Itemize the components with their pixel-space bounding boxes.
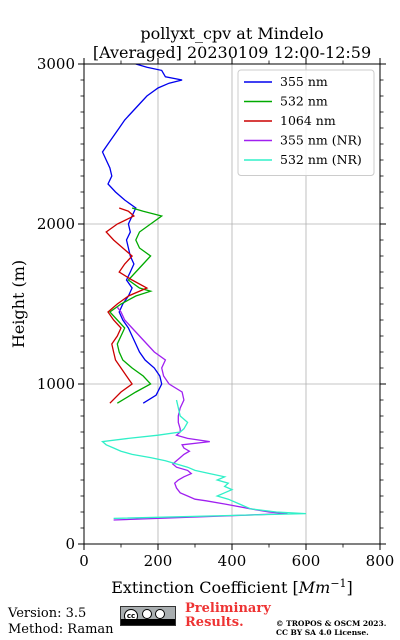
series-line-2 [105,207,149,404]
series-line-1 [108,207,164,404]
chart-subtitle: [Averaged] 20230109 12:00-12:59 [93,43,371,62]
x-axis-label: Extinction Coefficient [Mm−1] [111,577,353,597]
copyright-line-1: © TROPOS & OSCM 2023. [276,619,387,628]
legend-label-2: 1064 nm [280,113,336,128]
sa-icon [155,609,165,619]
preliminary-line-1: Preliminary [185,601,271,616]
cc-license-badge: cc [120,606,176,626]
method-label: Method: Raman [8,622,114,637]
preliminary-notice: Preliminary Results. [185,602,271,630]
copyright-notice: © TROPOS & OSCM 2023. CC BY SA 4.0 Licen… [276,619,386,637]
license-strip [121,619,175,625]
extinction-profile-chart: pollyxt_cpv at Mindelo [Averaged] 202301… [9,24,395,597]
legend-label-3: 355 nm (NR) [280,133,362,148]
y-tick-label: 2000 [37,215,75,233]
series-line-3 [113,306,288,521]
tick-labels: 0 200 400 600 800 0 1000 2000 3000 [37,55,395,570]
legend-box [237,69,375,176]
chart-title: pollyxt_cpv at Mindelo [140,24,323,43]
copyright-line-2: CC BY SA 4.0 License. [276,628,369,637]
series-line-0 [101,64,183,404]
legend-label-4: 532 nm (NR) [280,152,362,167]
y-tick-label: 0 [65,535,75,553]
legend: 355 nm 532 nm 1064 nm 355 nm (NR) 532 nm (NR… [237,69,375,176]
preliminary-line-2: Results. [185,615,244,630]
x-tick-label: 600 [292,552,321,570]
x-tick-label: 0 [79,552,89,570]
x-tick-label: 200 [144,552,173,570]
y-axis-label: Height (m) [9,260,28,348]
y-tick-label: 3000 [37,55,75,73]
series-line-4 [100,399,307,520]
x-tick-label: 800 [366,552,395,570]
y-tick-label: 1000 [37,375,75,393]
plot-area [100,64,307,521]
by-icon [142,609,152,619]
legend-label-1: 532 nm [280,94,328,109]
legend-label-0: 355 nm [280,74,328,89]
x-tick-label: 400 [218,552,247,570]
axes [78,58,386,550]
version-label: Version: 3.5 [8,606,87,621]
